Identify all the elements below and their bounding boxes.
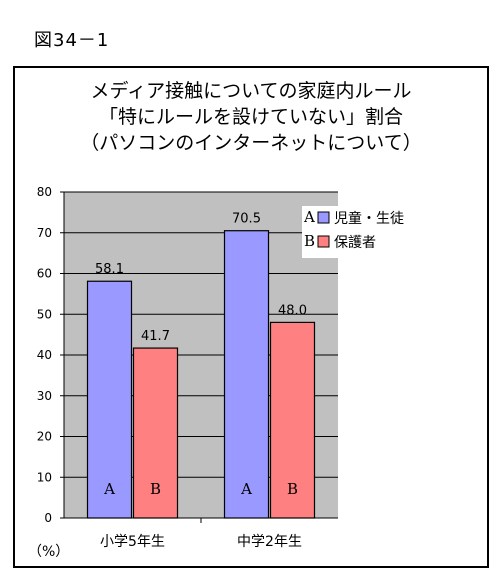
y-axis-unit-label: （%） [28,544,69,560]
category-label: 小学5年生 [100,534,165,550]
data-label: 70.5 [232,212,261,227]
y-tick-label-0: 0 [44,511,52,525]
bar-marker-label: A [103,480,115,498]
data-label: 48.0 [278,303,307,318]
chart-title-line-2: 「特にルールを設けていない」割合 [98,106,403,128]
y-tick-label-50: 50 [37,307,52,321]
y-tick-label-80: 80 [37,185,52,199]
bar-A-小学5年生 [86,280,133,519]
y-tick-label-30: 30 [37,389,52,403]
legend-label: 保護者 [334,235,376,251]
y-tick-label-70: 70 [37,226,52,240]
legend-marker: B [304,232,315,250]
y-tick-label-20: 20 [37,430,52,444]
bar-B-中学2年生 [269,321,316,519]
data-label: 58.1 [95,262,124,277]
chart-title-line-1: メディア接触についての家庭内ルール [90,80,412,102]
bar-marker-label: B [150,480,161,498]
figure-label: 図34－1 [34,30,110,51]
category-label: 中学2年生 [237,534,302,550]
legend-swatch [317,235,330,248]
legend-marker: A [303,208,315,226]
data-label: 41.7 [141,329,170,344]
bar-B-小学5年生 [132,347,179,519]
y-tick-label-10: 10 [37,470,52,484]
chart-frame: メディア接触についての家庭内ルール 「特にルールを設けていない」割合 （パソコン… [13,66,489,568]
chart-title-line-3: （パソコンのインターネットについて） [80,132,422,154]
legend-swatch [317,211,330,224]
legend-label: 児童・生徒 [334,210,404,227]
y-tick-label-40: 40 [37,348,52,362]
bar-marker-label: A [240,480,252,498]
y-tick-label-60: 60 [37,267,52,281]
bar-marker-label: B [287,480,298,498]
bar-A-中学2年生 [223,230,270,519]
